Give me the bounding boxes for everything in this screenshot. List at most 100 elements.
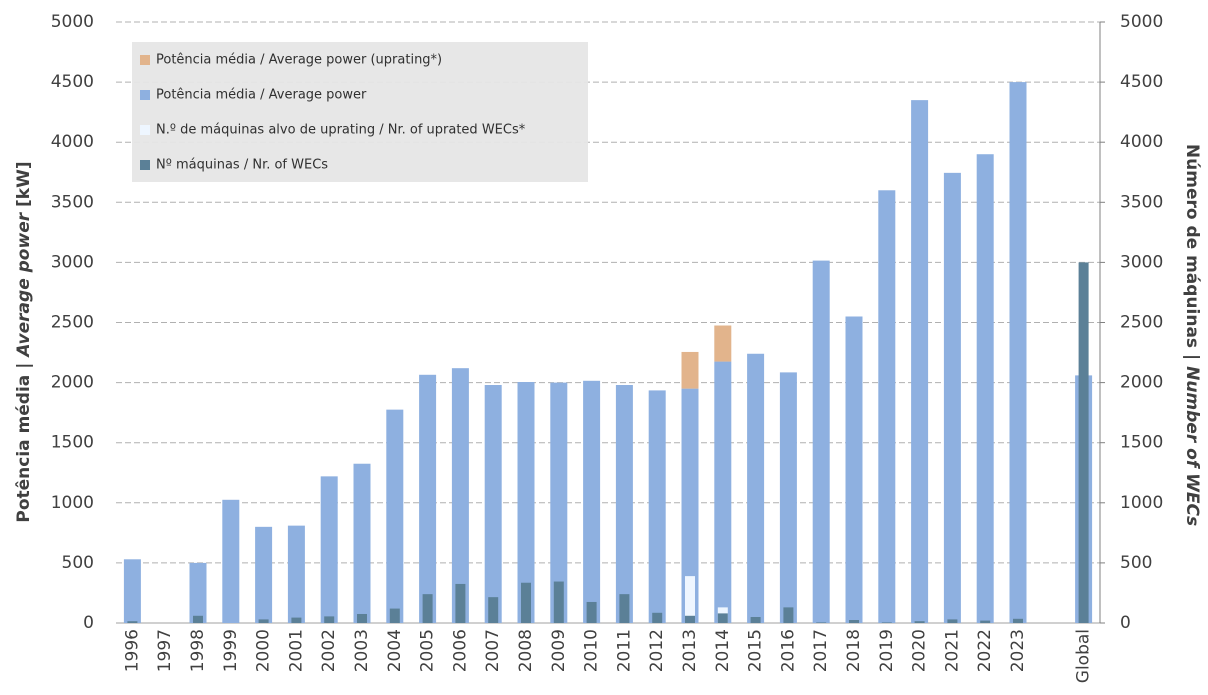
y-tick-label: 1500 xyxy=(51,433,94,453)
wec-bar xyxy=(455,583,466,623)
y-tick-label: 1000 xyxy=(51,493,94,513)
wec-bar xyxy=(389,608,400,623)
wec-bar xyxy=(881,622,892,623)
wec-bar xyxy=(980,620,991,623)
y-label-part: Average power xyxy=(14,211,34,358)
x-tick-label: 2015 xyxy=(746,629,766,672)
wec-bar xyxy=(717,613,728,623)
wec-bar xyxy=(488,597,499,623)
y2-tick-label: 0 xyxy=(1120,613,1131,633)
legend-swatch xyxy=(140,160,150,170)
wec-bar xyxy=(1078,262,1089,623)
wec-bar xyxy=(849,619,859,623)
wec-bar xyxy=(553,581,564,623)
x-tick-label: 2011 xyxy=(614,629,634,672)
power-bar xyxy=(484,385,502,623)
x-tick-label: 2000 xyxy=(254,629,274,672)
power-bar xyxy=(287,525,305,623)
x-tick-label: 2006 xyxy=(450,629,470,672)
x-tick-label: 2016 xyxy=(778,629,798,672)
power-bar xyxy=(320,476,338,623)
x-tick-label: 2001 xyxy=(286,629,306,672)
wec-bar xyxy=(357,613,367,623)
y2-label-part: Number of WECs xyxy=(1182,366,1202,526)
x-tick-label: 2022 xyxy=(975,629,995,672)
x-tick-label: 1996 xyxy=(122,629,142,672)
power-bar xyxy=(123,559,141,623)
y2-axis-label: Número de máquinas | Number of WECs xyxy=(1182,144,1202,526)
y-tick-label: 500 xyxy=(62,553,94,573)
y2-tick-label: 3000 xyxy=(1120,252,1163,272)
x-tick-label: 2005 xyxy=(418,629,438,672)
power-bar xyxy=(779,372,797,623)
y2-tick-label: 1500 xyxy=(1120,433,1163,453)
legend-label: Potência média / Average power (uprating… xyxy=(156,53,442,68)
y2-tick-label: 1000 xyxy=(1120,493,1163,513)
power-bar xyxy=(583,380,601,623)
power-bar xyxy=(681,351,699,389)
y2-tick-label: 2000 xyxy=(1120,373,1163,393)
power-bar xyxy=(1009,82,1027,624)
y2-tick-label: 5000 xyxy=(1120,12,1163,32)
power-bar xyxy=(255,526,273,623)
y-axis-label: Potência média | Average power [kW] xyxy=(14,161,34,522)
wec-bar xyxy=(914,621,925,623)
power-bar xyxy=(878,190,896,623)
y-tick-label: 0 xyxy=(83,613,94,633)
y2-tick-label: 500 xyxy=(1120,553,1152,573)
power-bar xyxy=(648,390,666,623)
y-tick-label: 3000 xyxy=(51,252,94,272)
power-bar xyxy=(189,562,207,623)
x-tick-label: 2012 xyxy=(647,629,667,672)
x-tick-label: 1998 xyxy=(188,629,208,672)
legend: Potência média / Average power (uprating… xyxy=(132,42,588,182)
y2-tick-label: 4500 xyxy=(1120,72,1163,92)
wec-bar xyxy=(193,615,203,623)
x-tick-label: 2004 xyxy=(385,629,405,672)
wec-bar xyxy=(258,619,269,623)
wec-bar xyxy=(619,594,630,623)
x-tick-label: 2008 xyxy=(516,629,536,672)
wec-bar xyxy=(783,607,794,623)
legend-swatch xyxy=(140,90,150,100)
x-tick-label: 2019 xyxy=(877,629,897,672)
wec-bar xyxy=(1013,618,1023,623)
y-label-part: [kW] xyxy=(14,161,34,213)
power-bar xyxy=(615,385,633,623)
x-tick-label: 2021 xyxy=(942,629,962,672)
y-label-part: Potência média | xyxy=(14,357,34,523)
power-bar xyxy=(812,260,830,623)
y-tick-label: 5000 xyxy=(51,12,94,32)
power-bar xyxy=(747,353,765,623)
power-bar xyxy=(451,368,469,623)
x-tick-label: Global xyxy=(1074,629,1094,683)
wec-bar xyxy=(816,622,827,623)
x-tick-label: 2002 xyxy=(319,629,339,672)
y2-tick-label: 4000 xyxy=(1120,132,1163,152)
legend-swatch xyxy=(140,125,150,135)
legend-swatch xyxy=(140,55,150,65)
x-tick-label: 2009 xyxy=(549,629,569,672)
wec-bar xyxy=(324,616,335,623)
y-tick-label: 4000 xyxy=(51,132,94,152)
legend-label: N.º de máquinas alvo de uprating / Nr. o… xyxy=(156,123,526,138)
power-bar xyxy=(714,361,732,623)
power-bar xyxy=(681,388,699,623)
wec-bar xyxy=(127,621,138,623)
x-tick-label: 2018 xyxy=(844,629,864,672)
y2-tick-label: 3500 xyxy=(1120,192,1163,212)
y2-tick-label: 2500 xyxy=(1120,313,1163,333)
wec-bar xyxy=(422,594,433,623)
y-tick-label: 4500 xyxy=(51,72,94,92)
power-bar xyxy=(353,463,371,623)
x-tick-label: 2013 xyxy=(680,629,700,672)
wec-bar xyxy=(652,612,663,623)
legend-label: Nº máquinas / Nr. of WECs xyxy=(156,158,328,173)
power-bar xyxy=(222,499,240,623)
power-bar xyxy=(976,154,994,623)
x-tick-label: 2023 xyxy=(1008,629,1028,672)
wec-bar xyxy=(291,617,302,623)
x-tick-label: 2007 xyxy=(483,629,503,672)
wec-bar xyxy=(586,601,597,623)
wec-bar xyxy=(685,615,695,623)
